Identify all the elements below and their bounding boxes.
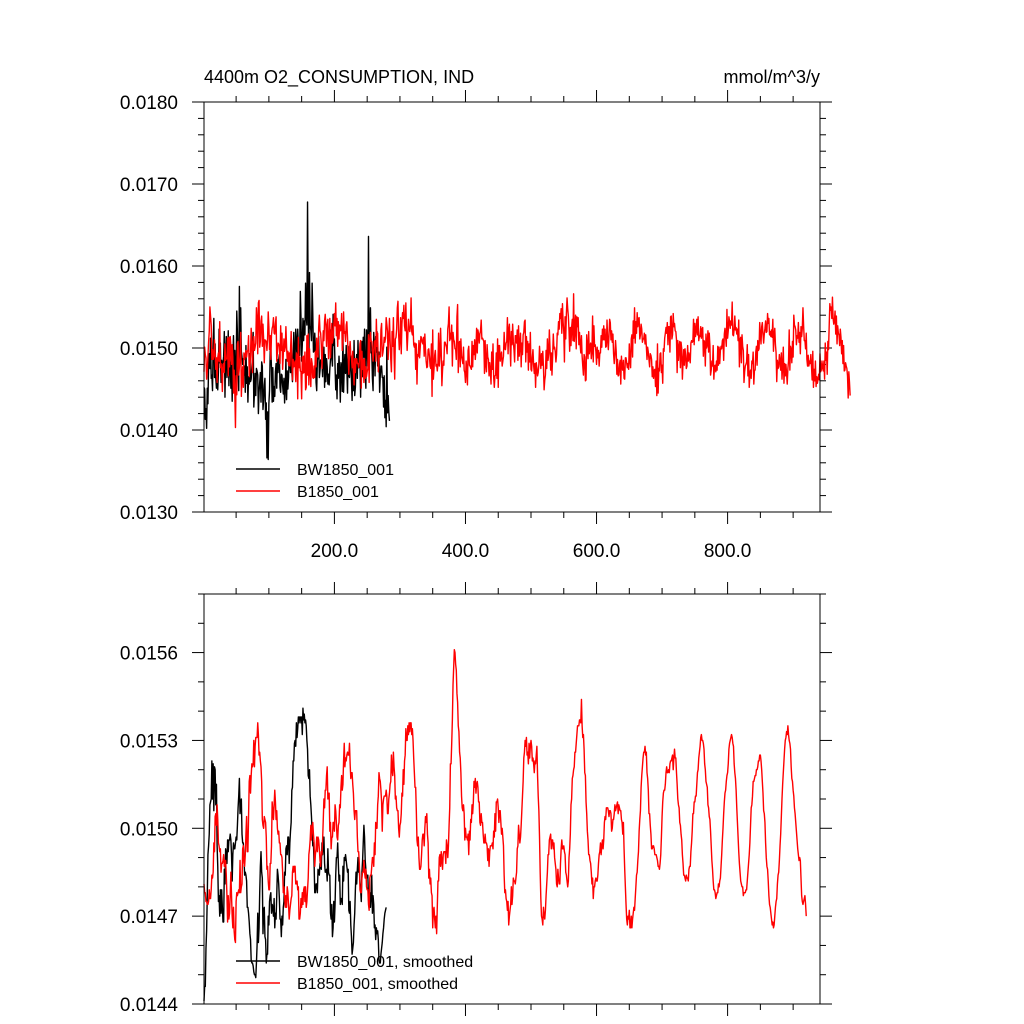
top-plot-frame bbox=[203, 101, 821, 513]
y-tick-label: 0.0156 bbox=[120, 644, 178, 665]
y-tick-label: 0.0170 bbox=[120, 175, 178, 196]
top-chart-title: 4400m O2_CONSUMPTION, IND bbox=[204, 67, 474, 88]
y-tick-label: 0.0153 bbox=[120, 731, 178, 752]
top-legend: BW1850_001 B1850_001 bbox=[236, 462, 394, 501]
bottom-y-axis: 0.0144 0.0147 0.0150 0.0153 0.0156 bbox=[120, 593, 832, 1016]
series-line-bw1850-001-smoothed bbox=[203, 707, 387, 1002]
legend-label-bw1850-smoothed: BW1850_001, smoothed bbox=[297, 954, 473, 971]
bottom-plot-frame bbox=[203, 593, 821, 1005]
y-tick-label: 0.0130 bbox=[120, 503, 178, 524]
x-tick-label: 400.0 bbox=[442, 541, 490, 562]
y-tick-label: 0.0147 bbox=[120, 907, 178, 928]
series-line-b1850-001 bbox=[203, 293, 851, 429]
bottom-legend: BW1850_001, smoothed B1850_001, smoothed bbox=[236, 954, 473, 993]
bottom-panel: 0.0144 0.0147 0.0150 0.0153 0.0156 BW1850_00… bbox=[120, 582, 832, 1016]
top-x-axis: 200.0 400.0 600.0 800.0 bbox=[235, 90, 794, 562]
bottom-plot-area bbox=[203, 648, 807, 1002]
y-tick-label: 0.0150 bbox=[120, 819, 178, 840]
legend-label-b1850: B1850_001 bbox=[297, 484, 379, 501]
legend-label-bw1850: BW1850_001 bbox=[297, 462, 394, 479]
x-tick-label: 200.0 bbox=[311, 541, 359, 562]
y-tick-label: 0.0140 bbox=[120, 421, 178, 442]
y-tick-label: 0.0160 bbox=[120, 257, 178, 278]
bottom-x-axis bbox=[235, 582, 794, 1016]
x-tick-label: 800.0 bbox=[704, 541, 752, 562]
top-plot-area bbox=[203, 201, 851, 461]
y-tick-label: 0.0144 bbox=[120, 995, 179, 1016]
top-panel: 4400m O2_CONSUMPTION, IND mmol/m^3/y 0.0… bbox=[120, 67, 851, 562]
series-line-bw1850-001 bbox=[203, 201, 391, 461]
legend-label-b1850-smoothed: B1850_001, smoothed bbox=[297, 976, 458, 993]
top-y-axis: 0.0130 0.0140 0.0150 0.0160 0.0170 0.0180 bbox=[120, 93, 832, 524]
series-line-b1850-001-smoothed bbox=[203, 648, 807, 944]
x-tick-label: 600.0 bbox=[573, 541, 621, 562]
y-tick-label: 0.0150 bbox=[120, 339, 178, 360]
y-tick-label: 0.0180 bbox=[120, 93, 178, 114]
top-chart-units: mmol/m^3/y bbox=[724, 67, 820, 87]
